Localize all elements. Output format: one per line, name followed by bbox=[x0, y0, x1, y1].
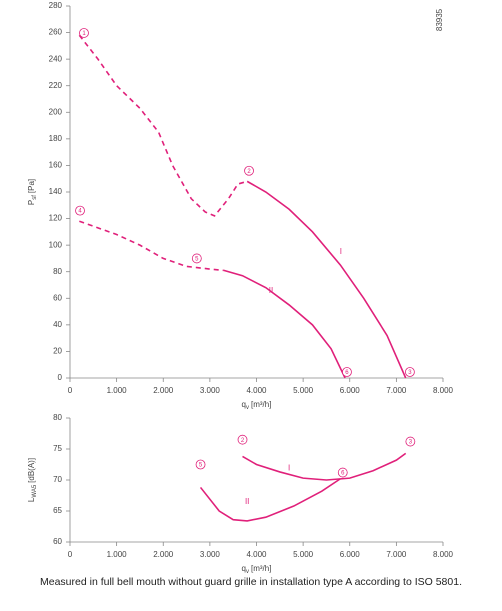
annotation-circle bbox=[191, 253, 202, 264]
curve bbox=[242, 452, 407, 481]
y_label-unit: [dB(A)] bbox=[27, 458, 36, 483]
y-tick-label: 75 bbox=[53, 444, 62, 453]
x-tick-label: 8.000 bbox=[433, 386, 454, 395]
curve-label: I bbox=[340, 247, 342, 256]
y-tick-label: 120 bbox=[49, 214, 63, 223]
x-tick-label: 4.000 bbox=[246, 386, 267, 395]
code: 83935 bbox=[435, 8, 444, 31]
x_label-main: q bbox=[242, 400, 246, 409]
y_label-main: P bbox=[27, 200, 36, 205]
y_label: Psf [Pa] bbox=[27, 179, 37, 205]
x-tick-label: 1.000 bbox=[107, 550, 128, 559]
y-tick-label: 100 bbox=[49, 240, 63, 249]
annotation: 2 bbox=[247, 169, 251, 175]
curve-label: II bbox=[269, 286, 273, 295]
x-tick-label: 2.000 bbox=[153, 550, 174, 559]
annotation-circle bbox=[405, 436, 416, 447]
x-tick-label: 8.000 bbox=[433, 550, 454, 559]
curve-label: II bbox=[245, 497, 249, 506]
y-tick-label: 80 bbox=[53, 413, 62, 422]
x_label-unit: [m³/h] bbox=[251, 564, 271, 573]
y-tick-label: 40 bbox=[53, 320, 62, 329]
y-tick-label: 200 bbox=[49, 107, 63, 116]
x_label: qv [m³/h] bbox=[242, 400, 272, 410]
annotation-circle bbox=[79, 28, 89, 38]
x-tick-label: 5.000 bbox=[293, 386, 314, 395]
y-tick-label: 260 bbox=[49, 28, 63, 37]
annotation-circle bbox=[404, 367, 415, 377]
y-tick-label: 60 bbox=[53, 293, 62, 302]
x-tick-label: 3.000 bbox=[200, 550, 221, 559]
annotation-circle bbox=[244, 165, 254, 176]
annotation: 2 bbox=[241, 438, 245, 444]
y-tick-label: 140 bbox=[49, 187, 63, 196]
x-tick-label: 7.000 bbox=[386, 386, 407, 395]
annotation: 1 bbox=[82, 31, 86, 37]
y-tick-label: 220 bbox=[49, 81, 63, 90]
curve-label: I bbox=[288, 463, 290, 472]
y-tick-label: 160 bbox=[49, 161, 63, 170]
annotation: 4 bbox=[78, 209, 82, 215]
curve bbox=[79, 220, 224, 272]
x-tick-label: 4.000 bbox=[246, 550, 267, 559]
x-tick-label: 6.000 bbox=[340, 550, 361, 559]
y_label-main: L bbox=[27, 497, 36, 502]
annotation-circle bbox=[195, 459, 206, 470]
annotation: 3 bbox=[409, 440, 413, 446]
y-tick-label: 280 bbox=[49, 1, 63, 10]
annotation: 6 bbox=[345, 370, 349, 376]
y_label-sub: sf bbox=[32, 195, 38, 200]
y-tick-label: 20 bbox=[53, 347, 62, 356]
x-tick-label: 1.000 bbox=[107, 386, 128, 395]
y_label-sub: WA5 bbox=[32, 484, 38, 497]
annotation: 5 bbox=[199, 463, 203, 469]
annotation-circle bbox=[342, 367, 352, 377]
x-tick-label: 7.000 bbox=[386, 550, 407, 559]
footer: Measured in full bell mouth without guar… bbox=[40, 576, 462, 588]
curve bbox=[78, 34, 248, 217]
y-tick-label: 180 bbox=[49, 134, 63, 143]
y-tick-label: 0 bbox=[58, 373, 63, 382]
x-tick-label: 2.000 bbox=[153, 386, 174, 395]
curve bbox=[199, 478, 341, 522]
x-tick-label: 0 bbox=[68, 386, 73, 395]
x-tick-label: 0 bbox=[68, 550, 73, 559]
annotation: 5 bbox=[195, 257, 199, 263]
annotation-circle bbox=[75, 205, 85, 216]
y_label: LWA5[dB(A)] bbox=[27, 458, 37, 502]
x_label-main: q bbox=[242, 564, 246, 573]
x_label-sub: v bbox=[246, 569, 249, 575]
curve bbox=[246, 180, 407, 379]
annotation-circle bbox=[237, 434, 248, 445]
annotation-circle bbox=[337, 467, 348, 478]
y-tick-label: 240 bbox=[49, 54, 63, 63]
x_label: qv [m³/h] bbox=[242, 564, 272, 574]
y-tick-label: 80 bbox=[53, 267, 62, 276]
x-tick-label: 3.000 bbox=[200, 386, 221, 395]
x-tick-label: 6.000 bbox=[340, 386, 361, 395]
curve bbox=[223, 269, 346, 379]
y_label-unit: [Pa] bbox=[27, 179, 36, 193]
x_label-unit: [m³/h] bbox=[251, 400, 271, 409]
y-tick-label: 60 bbox=[53, 537, 62, 546]
y-tick-label: 65 bbox=[53, 506, 62, 515]
x-tick-label: 5.000 bbox=[293, 550, 314, 559]
annotation: 6 bbox=[341, 471, 345, 477]
x_label-sub: v bbox=[246, 405, 249, 411]
annotation: 3 bbox=[408, 370, 412, 376]
y-tick-label: 70 bbox=[53, 475, 62, 484]
